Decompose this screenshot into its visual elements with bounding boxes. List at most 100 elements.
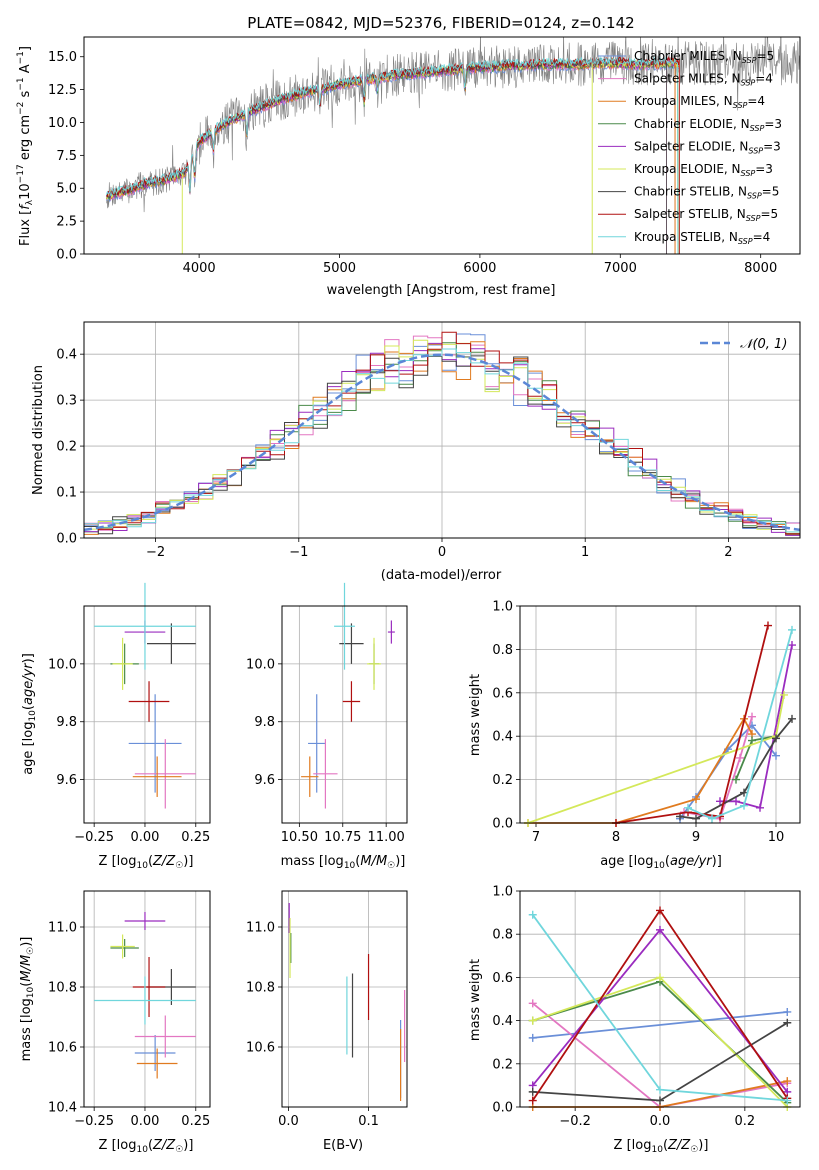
mw-age-x-axis-label: age [log10(age/yr)] bbox=[600, 854, 722, 871]
y-tick-label: 9.8 bbox=[254, 715, 275, 730]
mass-weight-marker bbox=[528, 1096, 537, 1105]
legend-label: Kroupa ELODIE, NSSP=3 bbox=[634, 162, 773, 178]
y-tick-label: 10.6 bbox=[48, 1041, 77, 1056]
y-tick-label: 0.3 bbox=[56, 394, 77, 409]
mass-ebv-x-axis-label: E(B-V) bbox=[323, 1138, 363, 1153]
mass-z-x-axis-label: Z [log10(Z/Z☉)] bbox=[99, 1138, 194, 1155]
legend-label: Salpeter ELODIE, NSSP=3 bbox=[634, 139, 781, 155]
mass-weight-marker bbox=[783, 1018, 792, 1027]
spectrum-plot-area bbox=[106, 37, 800, 254]
mass-weight-line bbox=[687, 629, 793, 820]
y-tick-label: 11.0 bbox=[246, 921, 275, 936]
y-tick-label: 0.8 bbox=[492, 643, 513, 658]
x-tick-label: −0.25 bbox=[74, 830, 114, 845]
mass-weight-vs-metallicity-panel: −0.2 0.0 0.2 0.0 0.2 0.4 0.6 0.8 1.0 bbox=[492, 885, 801, 1129]
x-tick-label: 8000 bbox=[744, 261, 777, 276]
age-mass-x-axis-label: mass [log10(M/M☉)] bbox=[281, 854, 406, 871]
y-tick-label: 12.5 bbox=[48, 83, 77, 98]
y-tick-label: 0.2 bbox=[492, 1057, 513, 1072]
spectrum-y-axis-label: Flux [fλ10−17 erg cm−2 s−1 A−1] bbox=[16, 46, 35, 246]
age-vs-mass-panel: 10.50 10.75 11.00 9.6 9.8 10.0 bbox=[246, 582, 408, 845]
mass-weight-marker bbox=[732, 797, 740, 806]
residual-histogram bbox=[84, 331, 800, 536]
y-tick-label: 1.0 bbox=[492, 600, 513, 615]
mass-weight-marker bbox=[732, 775, 740, 784]
age-z-y-axis-label: age [log10(age/yr)] bbox=[21, 653, 38, 775]
mass-weight-marker bbox=[772, 751, 780, 760]
mass-weight-marker bbox=[780, 690, 788, 699]
x-tick-label: 0.00 bbox=[130, 830, 159, 845]
y-tick-label: 2.5 bbox=[56, 215, 77, 230]
y-tick-label: 10.6 bbox=[246, 1041, 275, 1056]
y-tick-label: 0.6 bbox=[492, 971, 513, 986]
mass-weight-marker bbox=[764, 621, 772, 630]
y-tick-label: 0.2 bbox=[492, 773, 513, 788]
y-tick-label: 0.8 bbox=[492, 928, 513, 943]
mass-weight-marker bbox=[656, 906, 664, 915]
y-tick-label: 10.0 bbox=[48, 657, 77, 672]
x-tick-label: 0.25 bbox=[181, 1114, 210, 1129]
axes-frame bbox=[519, 890, 801, 1108]
x-tick-label: 0.25 bbox=[181, 830, 210, 845]
x-tick-label: 10 bbox=[768, 830, 785, 845]
y-tick-label: 10.0 bbox=[246, 657, 275, 672]
y-tick-label: 11.0 bbox=[48, 921, 77, 936]
mw-z-x-axis-label: Z [log10(Z/Z☉)] bbox=[614, 1138, 709, 1155]
y-tick-label: 0.1 bbox=[56, 486, 77, 501]
axes-frame bbox=[83, 605, 211, 824]
spectrum-panel: 4000 5000 6000 7000 8000 0.0 2.5 5.0 7.5 10.0 12.5… bbox=[48, 36, 801, 276]
x-tick-label: −2 bbox=[146, 545, 165, 560]
x-tick-label: 8 bbox=[612, 830, 620, 845]
y-tick-label: 9.6 bbox=[254, 773, 275, 788]
x-tick-label: 0.1 bbox=[358, 1114, 379, 1129]
mass-vs-ebv-panel: 0.0 0.1 10.6 10.8 11.0 bbox=[246, 890, 408, 1129]
residuals-x-axis-label: (data-model)/error bbox=[381, 568, 502, 583]
mass-weight-marker bbox=[692, 814, 700, 823]
y-tick-label: 0.4 bbox=[56, 348, 77, 363]
legend-label: Salpeter MILES, NSSP=4 bbox=[634, 72, 773, 88]
age-z-x-axis-label: Z [log10(Z/Z☉)] bbox=[99, 854, 194, 871]
legend-label: Chabrier MILES, NSSP=5 bbox=[634, 49, 774, 65]
mass-weight-marker bbox=[772, 734, 780, 743]
legend-label: Chabrier ELODIE, NSSP=3 bbox=[634, 117, 782, 133]
x-tick-label: 10.75 bbox=[324, 830, 361, 845]
mass-weight-marker bbox=[692, 795, 700, 804]
mass-weight-marker bbox=[656, 973, 664, 982]
x-tick-label: −0.25 bbox=[74, 1114, 114, 1129]
x-tick-label: 0.0 bbox=[278, 1114, 299, 1129]
x-tick-label: 1 bbox=[581, 545, 589, 560]
x-tick-label: 6000 bbox=[463, 261, 496, 276]
mass-weight-vs-age-panel: 7 8 9 10 0.0 0.2 0.4 0.6 0.8 1.0 bbox=[492, 600, 801, 845]
y-tick-label: 0.4 bbox=[492, 1014, 513, 1029]
y-tick-label: 10.4 bbox=[48, 1101, 77, 1116]
mass-weight-marker bbox=[788, 625, 796, 634]
x-tick-label: 0.00 bbox=[130, 1114, 159, 1129]
mass-weight-marker bbox=[788, 714, 796, 723]
mass-weight-marker bbox=[528, 1087, 537, 1096]
mass-weight-marker bbox=[783, 1007, 792, 1016]
x-tick-label: −0.2 bbox=[559, 1114, 591, 1129]
y-tick-label: 10.8 bbox=[48, 981, 77, 996]
mass-weight-marker bbox=[756, 803, 764, 812]
y-tick-label: 10.8 bbox=[246, 981, 275, 996]
y-tick-label: 9.6 bbox=[56, 773, 77, 788]
x-tick-label: −1 bbox=[289, 545, 308, 560]
axes-frame bbox=[519, 605, 801, 824]
mass-weight-marker bbox=[748, 712, 756, 721]
y-tick-label: 0.6 bbox=[492, 686, 513, 701]
x-tick-label: 2 bbox=[724, 545, 732, 560]
legend-label: Kroupa MILES, NSSP=4 bbox=[634, 94, 765, 110]
spectrum-title: PLATE=0842, MJD=52376, FIBERID=0124, z=0… bbox=[247, 14, 634, 32]
x-tick-label: 0 bbox=[438, 545, 446, 560]
mass-weight-marker bbox=[736, 753, 744, 762]
mass-weight-marker bbox=[656, 925, 664, 934]
mass-weight-marker bbox=[783, 1077, 792, 1086]
x-tick-label: 9 bbox=[692, 830, 700, 845]
x-tick-label: 10.50 bbox=[281, 830, 318, 845]
mass-weight-marker bbox=[656, 1085, 664, 1094]
x-tick-label: 4000 bbox=[183, 261, 216, 276]
mass-weight-marker bbox=[528, 1016, 537, 1025]
y-tick-label: 5.0 bbox=[56, 182, 77, 197]
mass-weight-marker bbox=[783, 1096, 792, 1105]
